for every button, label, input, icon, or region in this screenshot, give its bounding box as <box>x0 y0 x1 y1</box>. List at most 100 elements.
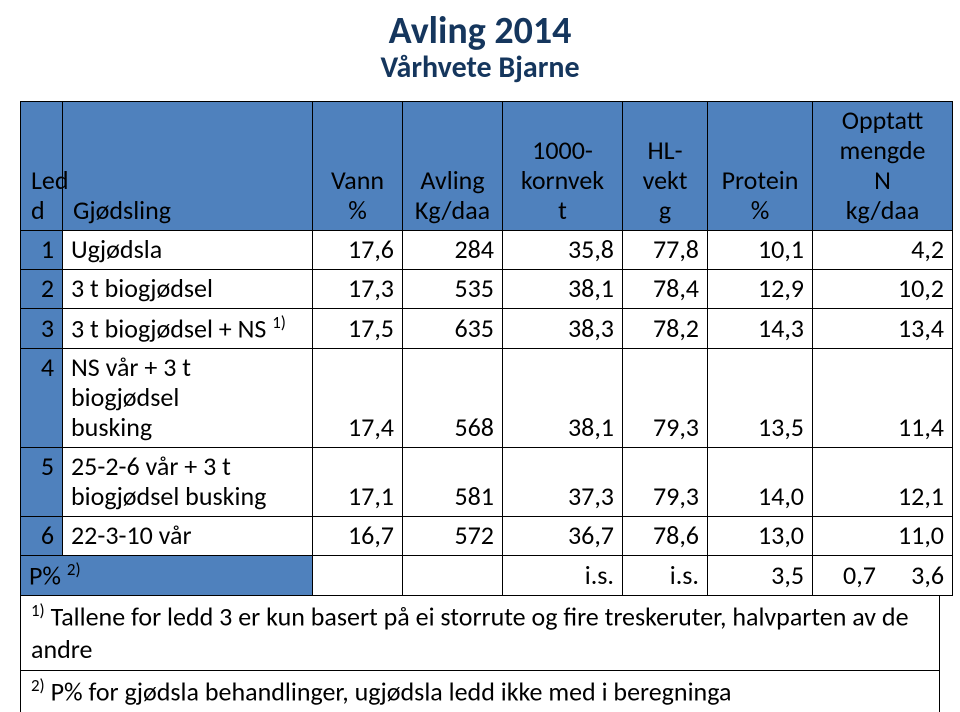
cell-avling: 535 <box>403 269 503 308</box>
prow-v1: 3,5 <box>708 555 813 596</box>
col-korn-l2: kornvek <box>521 164 604 196</box>
row-label: Ugjødsla <box>63 230 313 269</box>
cell-vann: 17,4 <box>313 349 403 448</box>
page-title: Avling 2014 <box>20 12 940 52</box>
cell-hlvekt: 78,4 <box>623 269 708 308</box>
row-number: 5 <box>21 447 63 516</box>
col-opp-l1: Opptatt <box>842 104 924 136</box>
cell-kornvekt: 36,7 <box>503 516 623 555</box>
page-subtitle: Vårhvete Bjarne <box>20 52 940 84</box>
col-led-top: Led <box>31 164 69 196</box>
col-avling: Avling Kg/daa <box>403 102 503 231</box>
prow-v2: 0,7 <box>843 559 876 591</box>
col-avling-top: Avling <box>420 164 484 196</box>
cell-opptatt: 4,2 <box>813 230 953 269</box>
cell-opptatt: 11,0 <box>813 516 953 555</box>
prow-is2: i.s. <box>623 555 708 596</box>
page: Avling 2014 Vårhvete Bjarne Led d Gjødsl… <box>0 0 960 700</box>
table-row: 4 NS vår + 3 t biogjødsel busking 17,4 5… <box>21 349 953 448</box>
col-korn-l3: t <box>558 194 567 226</box>
prow-blank <box>403 555 503 596</box>
cell-kornvekt: 38,1 <box>503 349 623 448</box>
row-label-line1: 25-2-6 vår + 3 t <box>71 450 231 482</box>
cell-hlvekt: 79,3 <box>623 349 708 448</box>
table-header: Led d Gjødsling Vann % Avling Kg/daa 100… <box>21 102 953 231</box>
cell-avling: 581 <box>403 447 503 516</box>
cell-avling: 635 <box>403 308 503 349</box>
col-prot-top: Protein <box>722 164 799 196</box>
prow-label-sup: 2) <box>67 559 81 580</box>
col-opptatt: Opptatt mengde N kg/daa <box>813 102 953 231</box>
row-label-pre: 3 t biogjødsel + NS <box>71 312 272 344</box>
cell-opptatt: 11,4 <box>813 349 953 448</box>
cell-hlvekt: 79,3 <box>623 447 708 516</box>
cell-vann: 17,1 <box>313 447 403 516</box>
col-hl-l2: vekt <box>643 164 688 196</box>
cell-opptatt: 12,1 <box>813 447 953 516</box>
cell-opptatt: 10,2 <box>813 269 953 308</box>
cell-vann: 17,3 <box>313 269 403 308</box>
row-number: 2 <box>21 269 63 308</box>
footnote-1: 1) Tallene for ledd 3 er kun basert på e… <box>20 596 940 671</box>
footnote-2-text: P% for gjødsla behandlinger, ugjødsla le… <box>45 675 732 707</box>
cell-protein: 14,0 <box>708 447 813 516</box>
cell-protein: 14,3 <box>708 308 813 349</box>
prow: P% 2) i.s. i.s. 3,5 0,7 3,6 <box>21 555 953 596</box>
cell-hlvekt: 77,8 <box>623 230 708 269</box>
col-opp-l4: kg/daa <box>846 194 920 226</box>
col-opp-l2: mengde <box>840 134 926 166</box>
data-table: Led d Gjødsling Vann % Avling Kg/daa 100… <box>20 101 953 596</box>
col-kornvekt: 1000- kornvek t <box>503 102 623 231</box>
col-avling-bot: Kg/daa <box>415 194 490 226</box>
footnote-2-sup: 2) <box>31 675 45 696</box>
cell-protein: 10,1 <box>708 230 813 269</box>
row-label-line2: busking <box>71 411 152 443</box>
cell-protein: 12,9 <box>708 269 813 308</box>
row-label: 3 t biogjødsel <box>63 269 313 308</box>
footnote-2: 2) P% for gjødsla behandlinger, ugjødsla… <box>20 671 940 712</box>
cell-vann: 17,5 <box>313 308 403 349</box>
col-prot-bot: % <box>751 194 770 226</box>
row-number: 3 <box>21 308 63 349</box>
table-row: 6 22-3-10 vår 16,7 572 36,7 78,6 13,0 11… <box>21 516 953 555</box>
row-number: 1 <box>21 230 63 269</box>
cell-vann: 16,7 <box>313 516 403 555</box>
cell-kornvekt: 38,1 <box>503 269 623 308</box>
row-label: 3 t biogjødsel + NS 1) <box>63 308 313 349</box>
footnote-1-sup: 1) <box>31 600 45 621</box>
row-label-line2: biogjødsel busking <box>71 480 266 512</box>
col-korn-l1: 1000- <box>532 134 593 166</box>
row-label: NS vår + 3 t biogjødsel busking <box>63 349 313 448</box>
table-row: 3 3 t biogjødsel + NS 1) 17,5 635 38,3 7… <box>21 308 953 349</box>
cell-kornvekt: 37,3 <box>503 447 623 516</box>
cell-hlvekt: 78,6 <box>623 516 708 555</box>
footnote-1-text: Tallene for ledd 3 er kun basert på ei s… <box>31 601 909 666</box>
col-vann: Vann % <box>313 102 403 231</box>
cell-protein: 13,0 <box>708 516 813 555</box>
col-hl-l3: g <box>659 194 671 226</box>
cell-avling: 284 <box>403 230 503 269</box>
row-label: 25-2-6 vår + 3 t biogjødsel busking <box>63 447 313 516</box>
prow-label-pre: P% <box>29 559 67 591</box>
col-hl-l1: HL- <box>647 134 682 166</box>
row-label-sup: 1) <box>272 312 286 333</box>
cell-avling: 572 <box>403 516 503 555</box>
cell-protein: 13,5 <box>708 349 813 448</box>
prow-v2v3: 0,7 3,6 <box>813 555 953 596</box>
prow-label: P% 2) <box>21 555 313 596</box>
col-gjodsling: Gjødsling <box>63 102 313 231</box>
col-protein: Protein % <box>708 102 813 231</box>
table-row: 2 3 t biogjødsel 17,3 535 38,1 78,4 12,9… <box>21 269 953 308</box>
col-opp-l3: N <box>874 164 891 196</box>
prow-blank <box>313 555 403 596</box>
table-row: 5 25-2-6 vår + 3 t biogjødsel busking 17… <box>21 447 953 516</box>
cell-hlvekt: 78,2 <box>623 308 708 349</box>
col-led-bot: d <box>31 194 45 226</box>
col-vann-top: Vann <box>331 164 384 196</box>
col-vann-bot: % <box>348 194 367 226</box>
col-hlvekt: HL- vekt g <box>623 102 708 231</box>
cell-kornvekt: 38,3 <box>503 308 623 349</box>
row-label-line1: NS vår + 3 t biogjødsel <box>71 351 191 413</box>
cell-kornvekt: 35,8 <box>503 230 623 269</box>
row-number: 4 <box>21 349 63 448</box>
